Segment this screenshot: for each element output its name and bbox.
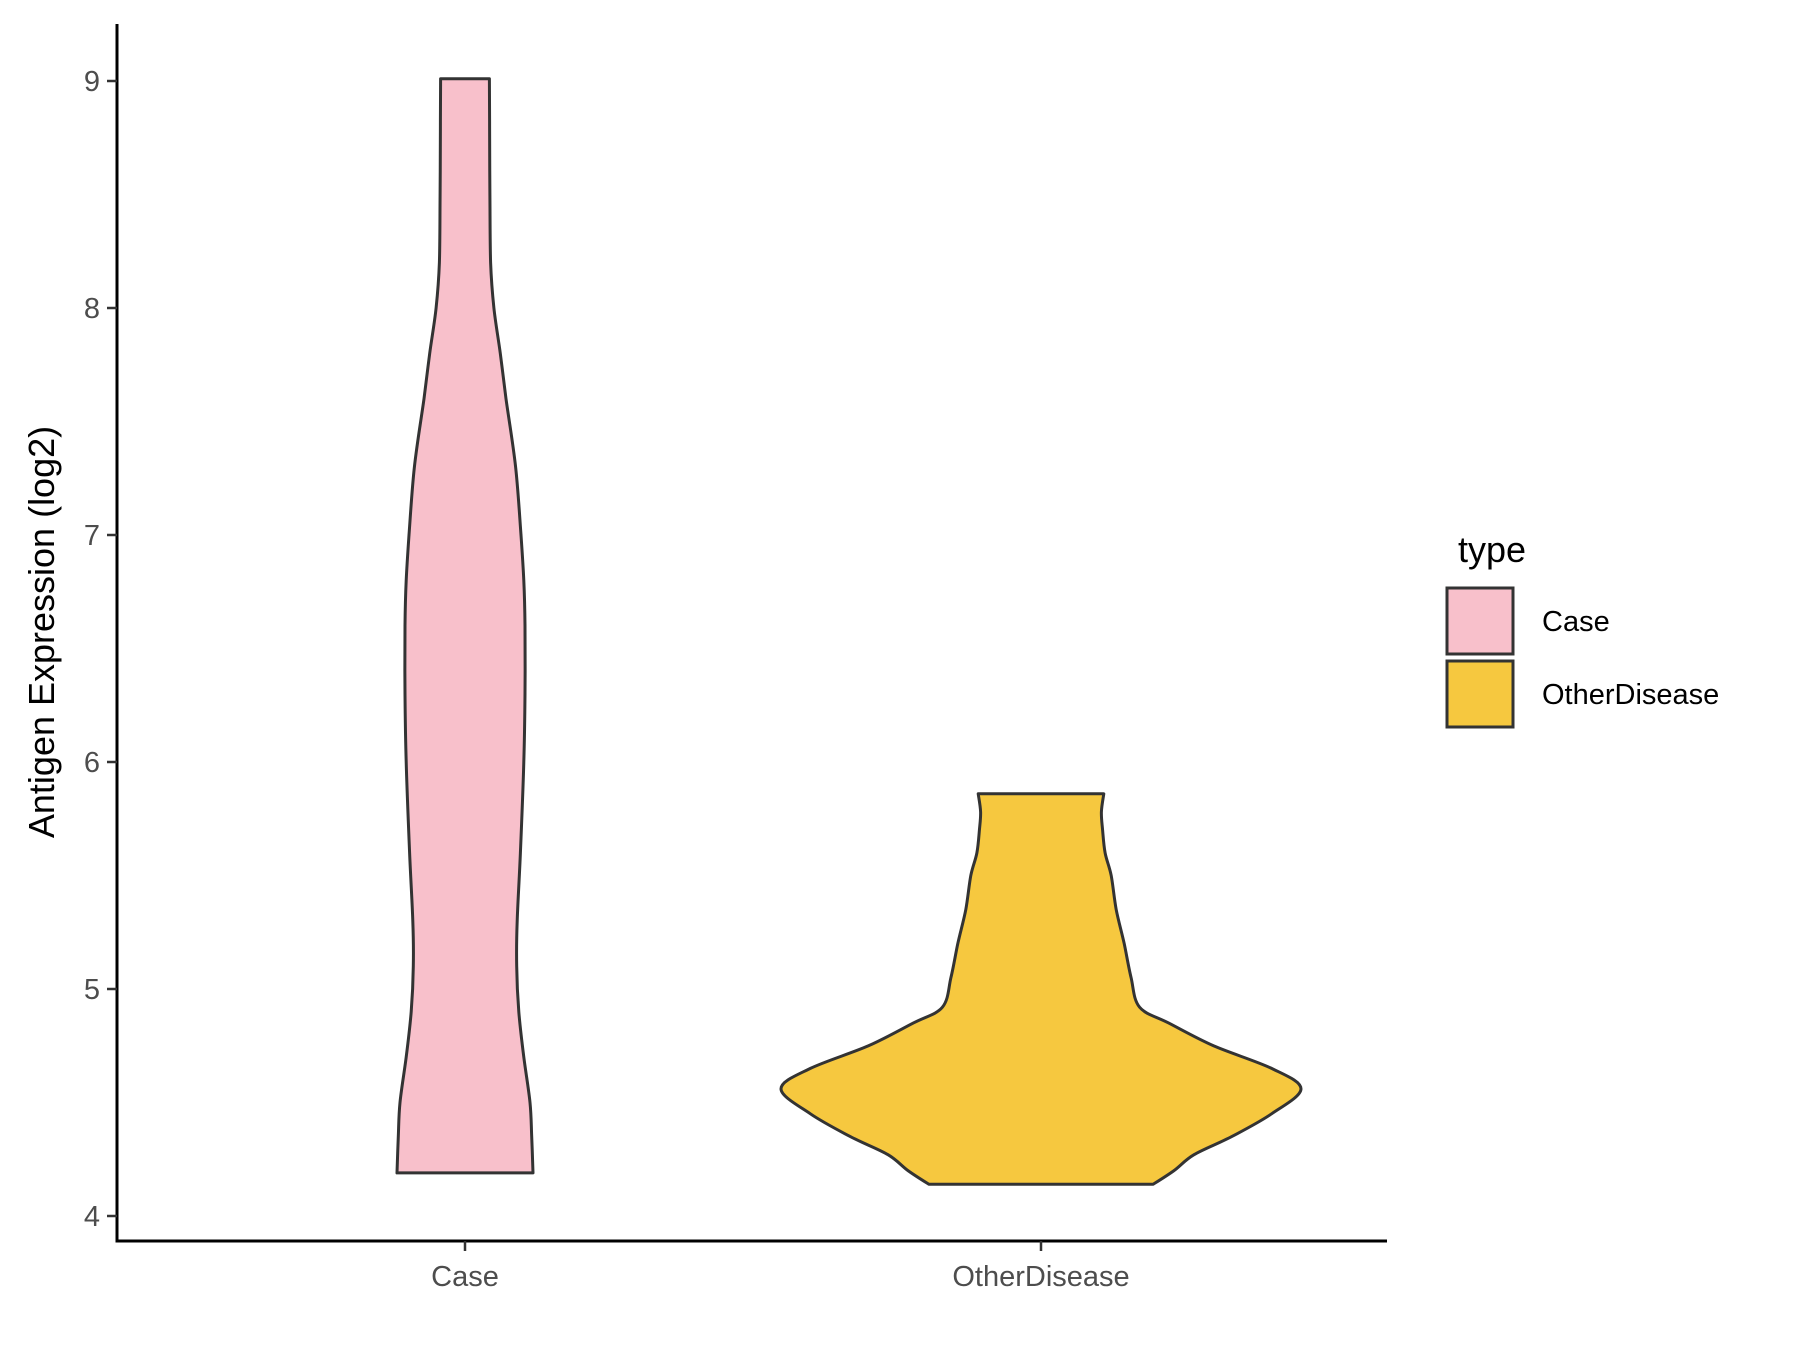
legend-entries: Case OtherDisease: [1445, 586, 1719, 729]
violin-case: [395, 77, 535, 1175]
legend-swatch-case: [1445, 586, 1515, 656]
y-tick-label: 6: [84, 747, 100, 779]
violin-layer: [395, 77, 1303, 1186]
y-tick-label: 8: [84, 293, 100, 325]
x-axis-ticks: Case OtherDisease: [431, 1241, 1130, 1293]
y-axis-ticks: 4 5 6 7 8 9: [84, 66, 117, 1233]
x-tick-label: Case: [431, 1261, 499, 1293]
y-axis-title: Antigen Expression (log2): [21, 426, 62, 838]
y-tick-label: 5: [84, 974, 100, 1006]
y-tick-label: 9: [84, 66, 100, 98]
legend-title: type: [1458, 529, 1526, 570]
y-tick-label: 4: [84, 1201, 100, 1233]
legend-label: OtherDisease: [1542, 679, 1719, 711]
legend-swatch-otherdisease: [1445, 659, 1515, 729]
violin-otherdisease: [779, 792, 1303, 1186]
legend: type Case OtherDisease: [1445, 529, 1719, 729]
y-tick-label: 7: [84, 520, 100, 552]
legend-label: Case: [1542, 606, 1610, 638]
x-tick-label: OtherDisease: [952, 1261, 1129, 1293]
